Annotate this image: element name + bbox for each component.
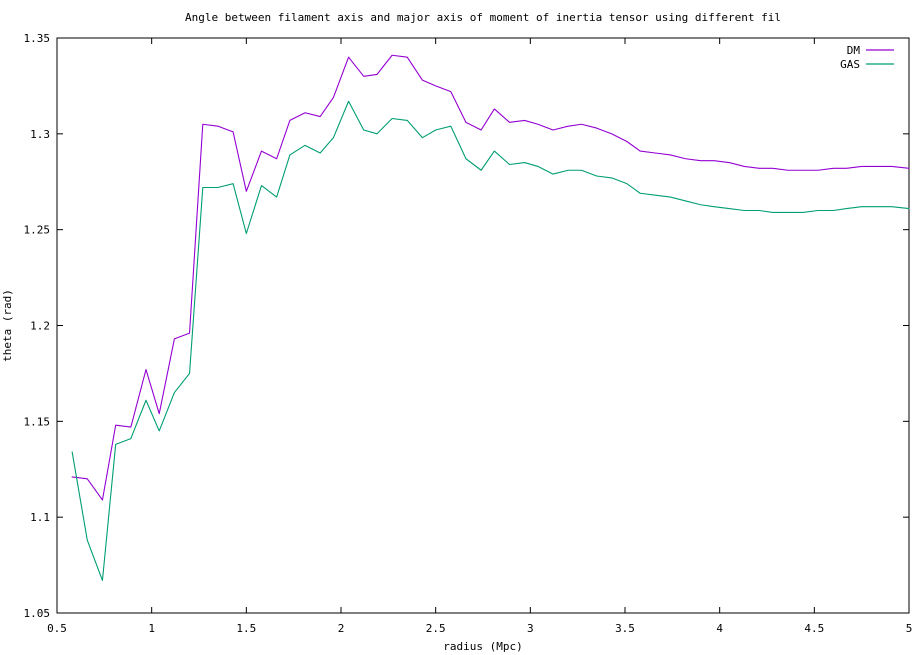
- y-tick-label: 1.3: [30, 128, 50, 141]
- y-axis-ticks: 1.05 1.1 1.15 1.2 1.25 1.3 1.35: [24, 32, 909, 620]
- x-tick-label: 4: [716, 622, 723, 635]
- y-tick-label: 1.1: [30, 511, 50, 524]
- x-tick-label: 2.5: [426, 622, 446, 635]
- x-tick-label: 1: [148, 622, 155, 635]
- y-tick-label: 1.15: [24, 415, 51, 428]
- y-tick-label: 1.05: [24, 607, 51, 620]
- x-tick-label: 3: [527, 622, 534, 635]
- x-tick-label: 2: [338, 622, 345, 635]
- x-tick-label: 4.5: [804, 622, 824, 635]
- legend-label-dm: DM: [847, 44, 861, 57]
- y-tick-label: 1.2: [30, 320, 50, 333]
- series-lines: [71, 54, 910, 581]
- x-tick-label: 3.5: [615, 622, 635, 635]
- y-tick-label: 1.35: [24, 32, 51, 45]
- x-tick-label: 5: [906, 622, 913, 635]
- x-tick-label: 0.5: [47, 622, 67, 635]
- x-axis-ticks: 0.5 1 1.5 2 2.5 3 3.5 4 4.5 5: [47, 38, 912, 635]
- chart-title: Angle between filament axis and major ax…: [185, 11, 781, 24]
- series-line-gas: [71, 100, 910, 581]
- y-axis-label: theta (rad): [1, 289, 14, 362]
- series-line-dm: [71, 54, 910, 501]
- plot-frame: [56, 37, 910, 614]
- legend-label-gas: GAS: [840, 58, 860, 71]
- x-tick-label: 1.5: [236, 622, 256, 635]
- x-axis-label: radius (Mpc): [443, 640, 522, 653]
- y-tick-label: 1.25: [24, 224, 51, 237]
- axis-frame: [56, 37, 910, 614]
